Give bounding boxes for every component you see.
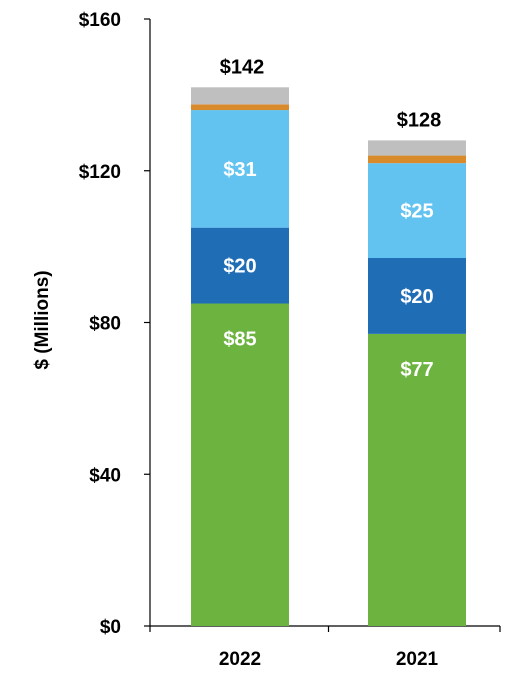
segment-value-label: $25 bbox=[400, 201, 433, 223]
bar-segment bbox=[191, 110, 289, 228]
bar-segment bbox=[368, 163, 466, 259]
y-tick-label: $160 bbox=[79, 10, 121, 31]
labels: $85 $20 $31 $142 2022 $77 $20 $25 $128 2021 bbox=[219, 56, 441, 670]
segment-value-label: $85 bbox=[223, 329, 256, 351]
bar-total-label: $142 bbox=[220, 56, 265, 78]
segment-value-label: $20 bbox=[223, 256, 256, 278]
bar-total-label: $128 bbox=[397, 109, 442, 131]
bar-segment bbox=[368, 140, 466, 156]
bar-segment bbox=[368, 258, 466, 334]
bar-segment bbox=[191, 303, 289, 626]
bars bbox=[191, 87, 466, 626]
bar-segment bbox=[191, 104, 289, 111]
bar-segment bbox=[368, 333, 466, 626]
bar-segment bbox=[368, 155, 466, 164]
segment-value-label: $77 bbox=[400, 359, 433, 381]
segment-value-label: $31 bbox=[223, 159, 256, 181]
bar-segment bbox=[191, 87, 289, 105]
y-tick-label: $40 bbox=[89, 465, 121, 486]
y-tick-label: $120 bbox=[79, 162, 121, 183]
x-category-label: 2022 bbox=[219, 649, 261, 670]
y-tick-label: $80 bbox=[89, 314, 121, 335]
y-axis-label: $ (Millions) bbox=[32, 270, 53, 369]
segment-value-label: $20 bbox=[400, 286, 433, 308]
bar-segment bbox=[191, 227, 289, 304]
x-category-label: 2021 bbox=[396, 649, 439, 670]
y-tick-label: $0 bbox=[100, 617, 121, 638]
